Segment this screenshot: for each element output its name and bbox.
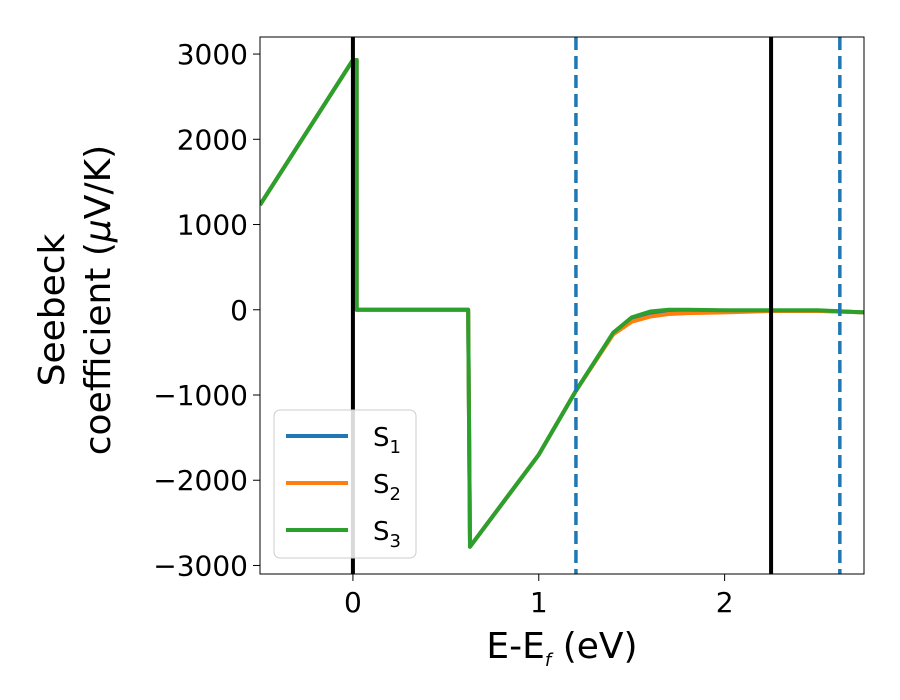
legend: S1 S2 S3 [273, 409, 417, 559]
y-tick-label: −3000 [153, 549, 248, 582]
y-axis-ticks: 3000 2000 1000 0 −1000 −2000 −3000 [153, 38, 260, 582]
y-tick-label: 1000 [177, 209, 248, 242]
y-tick-label: 3000 [177, 38, 248, 71]
plot-frame [259, 36, 865, 575]
x-axis-ticks: 0 1 2 [344, 574, 734, 619]
y-tick-label: −2000 [153, 464, 248, 497]
legend-label-3: S3 [373, 517, 401, 552]
series-line-3 [260, 58, 864, 549]
x-tick-label: 0 [344, 586, 362, 619]
y-tick-label: −1000 [153, 379, 248, 412]
y-tick-label: 0 [230, 294, 248, 327]
series-layer [260, 58, 864, 549]
y-axis-label-line1: Seebeck [32, 233, 73, 386]
vertical-reference-lines [350, 37, 842, 574]
legend-label-2: S2 [373, 470, 401, 505]
x-axis-label: E-Ef (eV) [486, 626, 637, 671]
legend-label-1: S1 [373, 423, 401, 458]
y-axis-label: Seebeck coefficient (μV/K) [32, 145, 119, 455]
y-tick-label: 2000 [177, 123, 248, 156]
y-axis-label-line2: coefficient (μV/K) [78, 145, 119, 455]
x-tick-label: 2 [716, 586, 734, 619]
x-tick-label: 1 [530, 586, 548, 619]
